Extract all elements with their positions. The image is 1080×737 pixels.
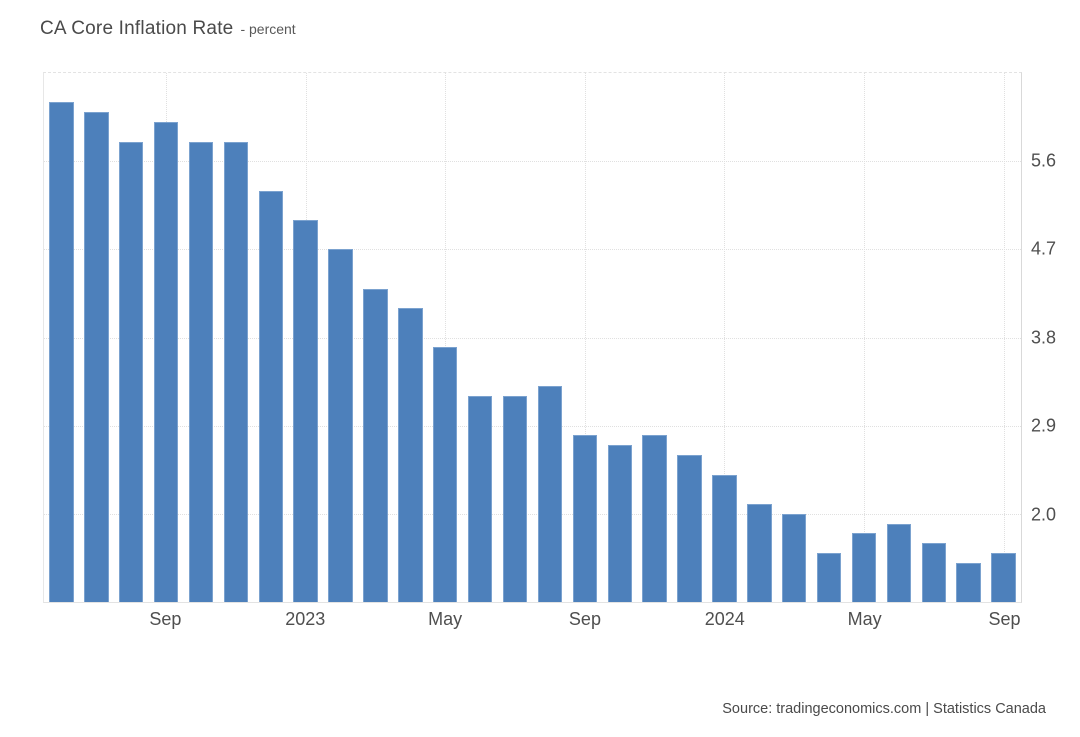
x-axis-label: Sep [149,609,182,629]
h-gridline [44,249,1021,251]
y-axis-label: 5.6 [1031,150,1057,170]
bar[interactable] [747,504,772,602]
y-axis-label: 4.7 [1031,238,1057,259]
v-gridline [724,73,726,602]
x-axis: Sep 2023 May Sep 2024 May Sep [43,609,1022,635]
bar[interactable] [781,513,807,602]
h-gridline [44,337,1021,339]
h-gridline [44,425,1021,427]
bar[interactable] [119,141,144,602]
bar[interactable] [607,445,632,602]
h-gridline [44,161,1021,163]
bar[interactable] [49,102,74,602]
bar[interactable] [153,121,179,602]
x-axis-label: May [428,609,463,629]
bar[interactable] [851,533,877,602]
bar[interactable] [537,386,563,602]
plot-area [43,72,1022,603]
bar[interactable] [223,141,249,602]
bar[interactable] [642,435,667,602]
bar[interactable] [816,553,842,602]
y-axis-label: 2.0 [1031,504,1057,524]
bar[interactable] [712,474,737,602]
bar[interactable] [84,112,109,602]
bar[interactable] [956,562,981,602]
v-gridline [863,73,865,602]
x-axis-label: 2024 [704,609,745,629]
bar[interactable] [293,219,318,602]
v-gridline [445,73,447,602]
bar[interactable] [467,396,493,602]
v-gridline [1003,73,1005,602]
chart-header: CA Core Inflation Rate - percent [40,18,296,40]
h-gridline [44,513,1021,515]
bar[interactable] [398,308,423,602]
v-gridline [584,73,586,602]
x-axis-label: 2023 [285,609,326,629]
source-text: Source: tradingeconomics.com | Statistic… [722,701,1046,717]
x-axis-label: Sep [568,609,601,629]
x-axis-label: May [847,609,882,629]
bar[interactable] [363,288,388,602]
bar[interactable] [677,455,702,602]
bar[interactable] [502,396,528,602]
y-axis-label: 3.8 [1031,327,1057,347]
chart-subtitle: - percent [240,21,296,37]
chart-title: CA Core Inflation Rate [40,18,234,39]
bar[interactable] [886,523,912,602]
bar[interactable] [433,347,458,602]
y-axis-label: 2.9 [1031,415,1057,436]
x-axis-label: Sep [988,609,1021,629]
bar[interactable] [188,141,214,602]
bar[interactable] [991,553,1016,602]
bar[interactable] [572,435,598,602]
bar[interactable] [258,190,283,602]
bar[interactable] [328,249,353,602]
bar[interactable] [921,543,946,602]
y-axis: 2.0 2.9 3.8 4.7 5.6 [1031,72,1079,603]
